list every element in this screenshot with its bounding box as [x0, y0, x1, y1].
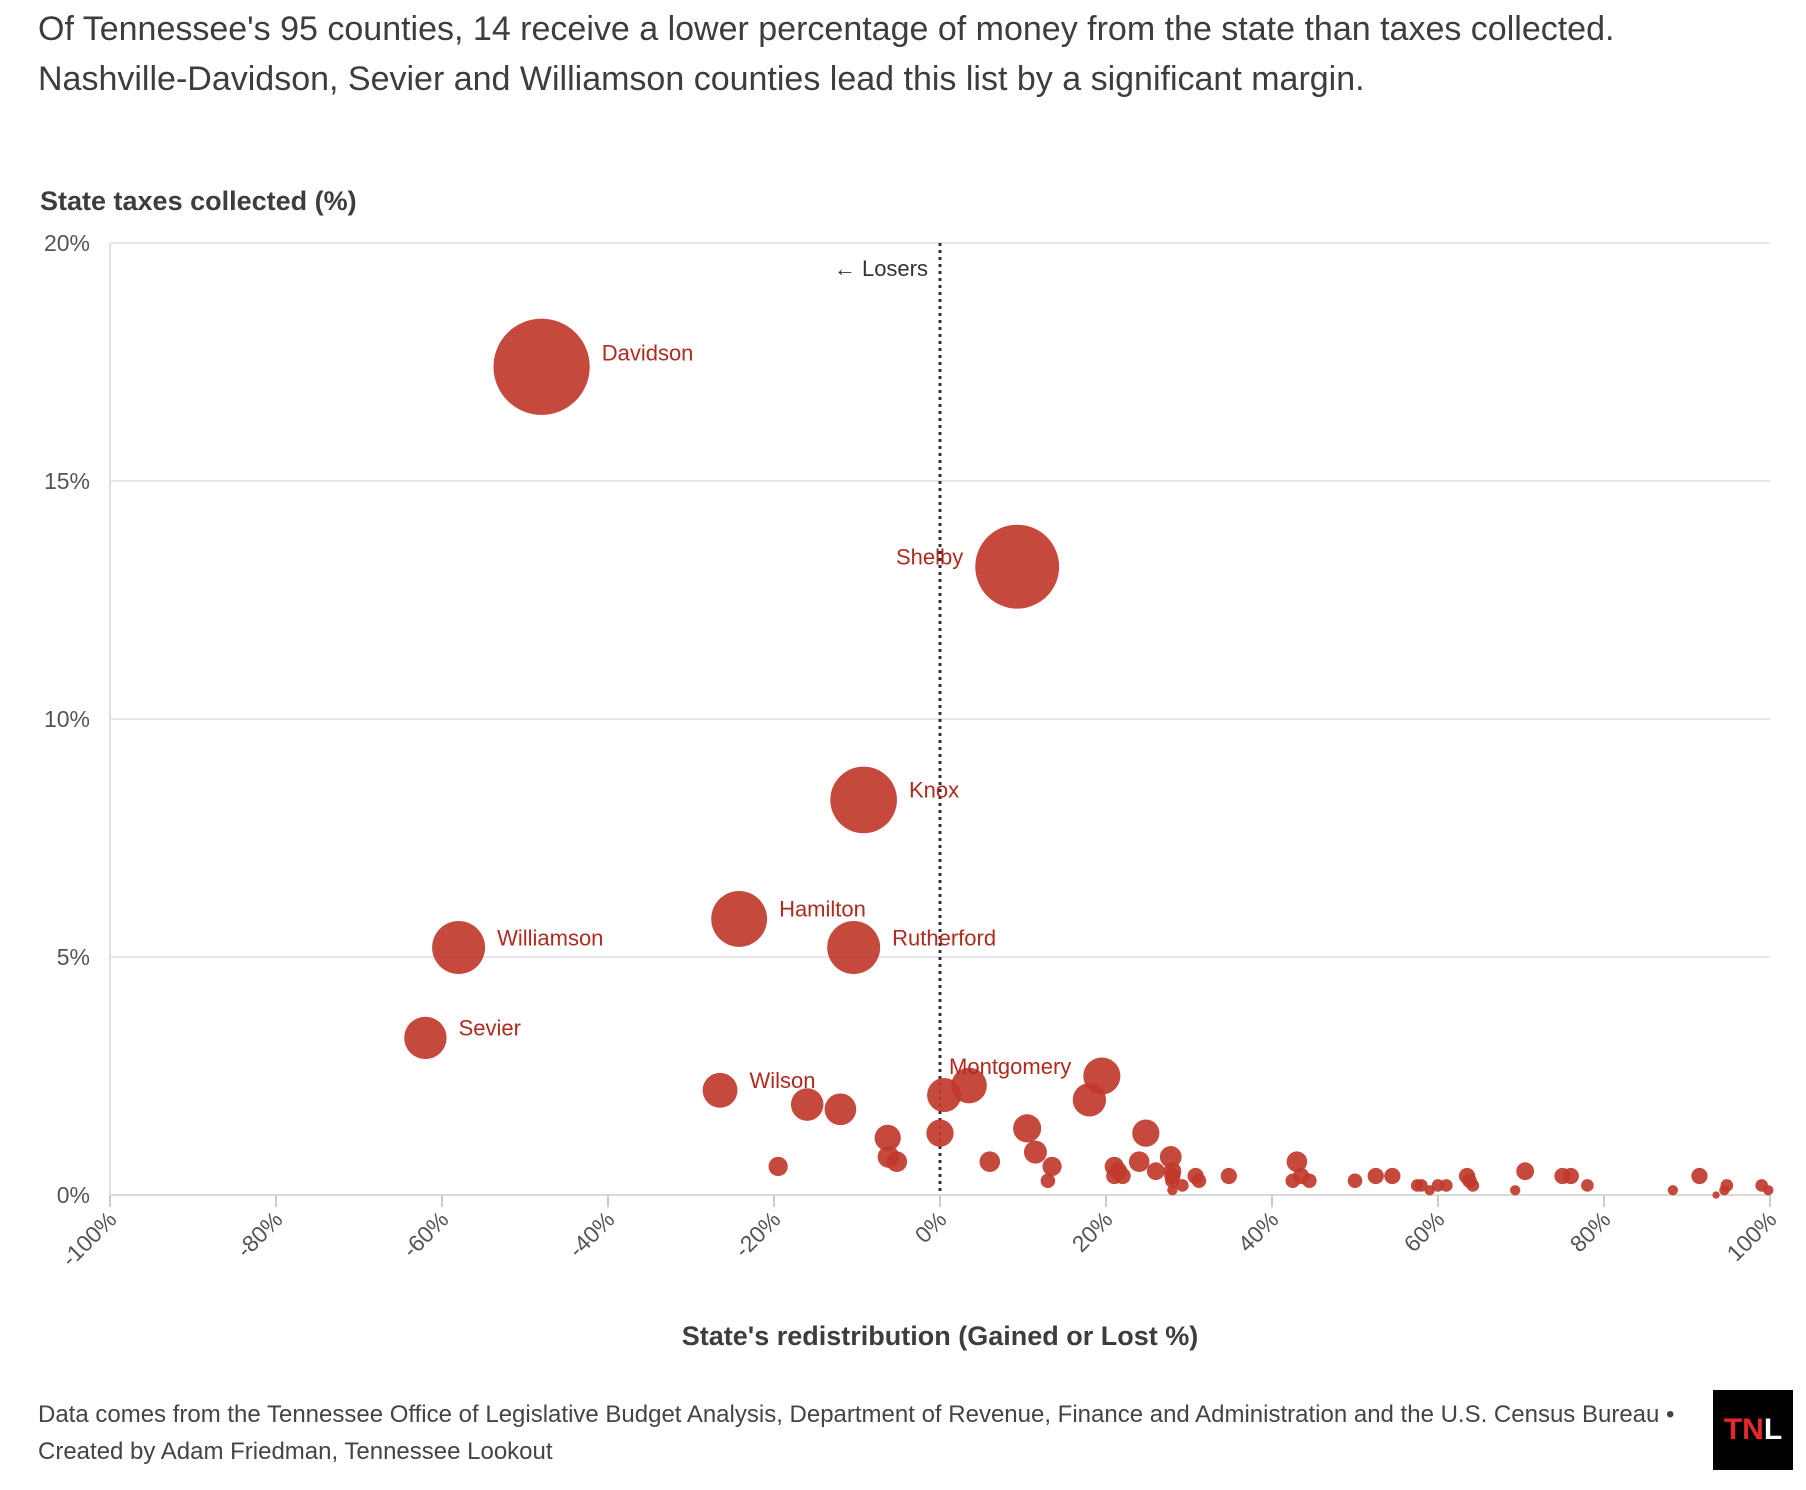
- label-wilson: Wilson: [749, 1068, 815, 1093]
- county-point: [927, 1077, 962, 1113]
- county-point: [1146, 1162, 1165, 1181]
- x-tick-label: 100%: [1722, 1206, 1782, 1266]
- county-point: [1581, 1179, 1594, 1192]
- x-tick-label: 80%: [1565, 1206, 1616, 1257]
- county-point: [1466, 1179, 1480, 1192]
- point-wilson: [702, 1072, 738, 1108]
- point-knox: [830, 766, 897, 834]
- point-labels: Davidson Shelby Knox Hamilton Rutherford Will…: [459, 341, 1072, 1094]
- y-tick-label: 0%: [57, 1182, 90, 1208]
- county-point: [1285, 1173, 1301, 1188]
- county-point: [1384, 1167, 1401, 1185]
- y-tick-label: 10%: [44, 706, 90, 732]
- county-point: [1286, 1151, 1308, 1172]
- axes: 0% 5% 10% 15% 20% -100% -80% -60% -40% -20% 0% 20% 4…: [44, 230, 1782, 1272]
- county-point: [768, 1156, 788, 1177]
- county-point: [1176, 1179, 1189, 1192]
- county-point: [1763, 1185, 1774, 1196]
- x-tick-label: -80%: [231, 1206, 287, 1262]
- county-point: [1220, 1167, 1237, 1185]
- x-tick-label: 20%: [1067, 1206, 1118, 1257]
- county-point: [1040, 1173, 1056, 1188]
- y-tick-label: 15%: [44, 468, 90, 494]
- x-tick-label: -60%: [397, 1206, 453, 1262]
- county-point: [1415, 1179, 1428, 1192]
- county-point: [1072, 1083, 1107, 1117]
- y-axis-title: State taxes collected (%): [40, 186, 357, 216]
- county-point: [1424, 1185, 1435, 1196]
- chart-subtitle: Of Tennessee's 95 counties, 14 receive a…: [38, 4, 1768, 104]
- county-point: [1167, 1185, 1178, 1196]
- x-tick-label: 40%: [1233, 1206, 1284, 1257]
- county-point: [1023, 1140, 1047, 1164]
- county-point: [1719, 1185, 1730, 1196]
- county-point: [1347, 1173, 1363, 1188]
- county-point: [1667, 1185, 1679, 1196]
- source-note: Data comes from the Tennessee Office of …: [38, 1401, 1675, 1465]
- county-point: [874, 1124, 901, 1151]
- county-point: [1562, 1167, 1579, 1185]
- county-point: [1042, 1156, 1062, 1177]
- data-points: [404, 318, 1774, 1199]
- y-tick-label: 5%: [57, 944, 90, 970]
- label-hamilton: Hamilton: [779, 897, 866, 922]
- scatter-chart: 0% 5% 10% 15% 20% -100% -80% -60% -40% -20% 0% 20% 4…: [40, 186, 1782, 1351]
- point-shelby: [975, 524, 1060, 609]
- county-point: [1159, 1146, 1182, 1168]
- label-sevier: Sevier: [459, 1016, 521, 1041]
- losers-annotation: ← Losers: [834, 256, 928, 281]
- subtitle-line-2: Nashville-Davidson, Sevier and Williamso…: [38, 60, 1365, 98]
- point-sevier: [404, 1016, 447, 1060]
- county-point: [1302, 1173, 1317, 1188]
- x-axis-title: State's redistribution (Gained or Lost %…: [682, 1321, 1198, 1351]
- label-montgomery: Montgomery: [949, 1054, 1071, 1079]
- point-davidson: [493, 318, 590, 415]
- county-point: [790, 1088, 824, 1121]
- x-tick-label: 0%: [910, 1206, 952, 1248]
- county-point: [1165, 1173, 1180, 1188]
- county-point: [1191, 1173, 1207, 1188]
- county-point: [1114, 1167, 1131, 1185]
- x-tick-label: -40%: [563, 1206, 619, 1262]
- county-point: [886, 1151, 908, 1172]
- county-point: [1510, 1185, 1521, 1196]
- label-shelby: Shelby: [896, 544, 963, 569]
- label-rutherford: Rutherford: [892, 925, 996, 950]
- label-williamson: Williamson: [497, 925, 603, 950]
- point-hamilton: [711, 890, 768, 947]
- county-point: [979, 1151, 1001, 1172]
- logo-text-l: L: [1763, 1413, 1783, 1446]
- county-point: [1367, 1167, 1384, 1185]
- subtitle-line-1: Of Tennessee's 95 counties, 14 receive a…: [38, 10, 1615, 48]
- county-point: [1128, 1151, 1150, 1172]
- label-knox: Knox: [909, 778, 959, 803]
- logo-text-tn: TN: [1723, 1413, 1764, 1446]
- point-rutherford: [827, 921, 881, 974]
- x-tick-label: -100%: [56, 1206, 121, 1271]
- county-point: [1440, 1179, 1453, 1192]
- x-tick-label: -20%: [729, 1206, 785, 1262]
- county-point: [926, 1119, 954, 1147]
- county-point: [1516, 1162, 1535, 1181]
- county-point: [1691, 1167, 1708, 1185]
- county-point: [1132, 1119, 1160, 1147]
- tnl-logo: TN L: [1713, 1390, 1793, 1470]
- x-tick-label: 60%: [1399, 1206, 1450, 1257]
- county-point: [1712, 1191, 1720, 1199]
- county-point: [1013, 1114, 1042, 1143]
- county-point: [824, 1093, 857, 1126]
- y-tick-label: 20%: [44, 230, 90, 256]
- point-williamson: [432, 921, 486, 974]
- label-davidson: Davidson: [602, 341, 694, 366]
